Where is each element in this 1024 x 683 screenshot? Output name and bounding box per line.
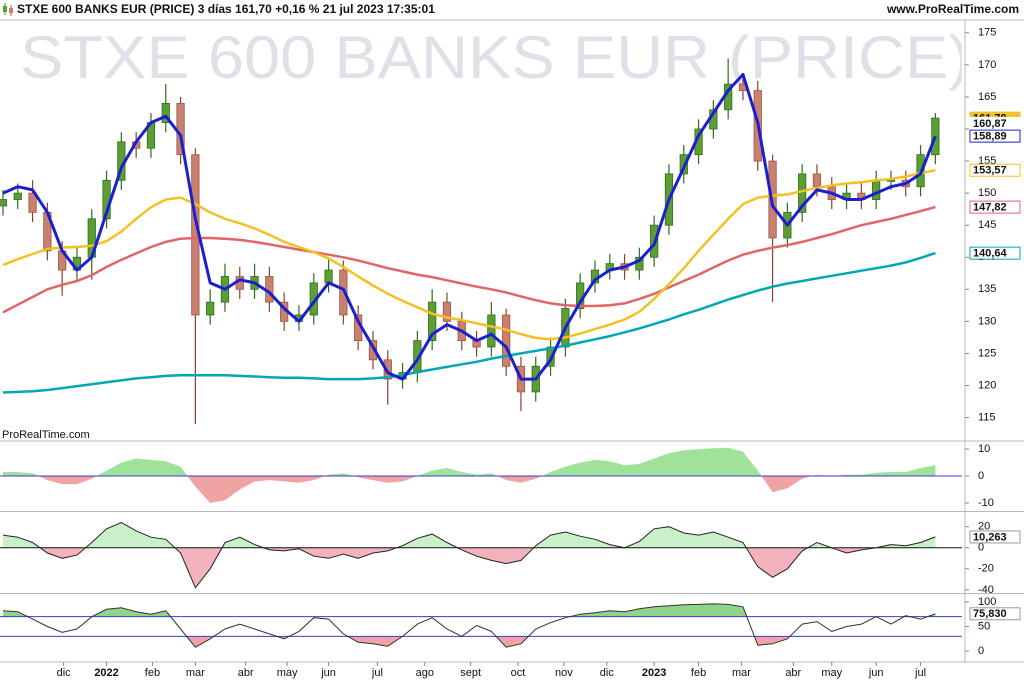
candle-body	[812, 173, 822, 188]
oscillator-area-above	[3, 447, 936, 477]
y-tick-label: 0	[978, 470, 984, 482]
value-label: 10,263	[973, 531, 1007, 543]
candle-body	[487, 314, 496, 348]
value-label-box	[969, 246, 1021, 260]
y-tick-label: 115	[978, 411, 996, 423]
y-tick-label: 20	[978, 521, 990, 533]
y-tick-label: 135	[978, 283, 996, 295]
x-tick-label: mar	[186, 667, 205, 679]
x-tick-label: feb	[145, 667, 160, 679]
app-icon	[3, 3, 13, 16]
x-tick-label: abr	[785, 667, 801, 679]
candle-body	[383, 359, 392, 380]
oscillator-line	[2, 521, 936, 589]
plot-area	[0, 603, 962, 648]
oscillator-line	[2, 603, 936, 648]
y-tick-label: 120	[978, 379, 996, 391]
x-tick-label: jul	[371, 667, 383, 679]
candle-body	[324, 269, 333, 284]
panel: -10 0 10	[0, 443, 994, 509]
candle-body	[13, 192, 22, 200]
x-tick-label: dic	[600, 667, 615, 679]
value-label: 158,89	[973, 131, 1007, 143]
y-tick-label: 145	[978, 219, 996, 231]
x-tick-label: jun	[868, 667, 884, 679]
x-tick-label: feb	[691, 667, 706, 679]
x-tick-label: may	[277, 667, 298, 679]
x-tick-label: jun	[320, 667, 336, 679]
y-tick-label: 130	[978, 315, 996, 327]
value-label-box	[969, 129, 1021, 143]
value-label-box	[969, 200, 1021, 214]
y-tick-label: 0	[978, 645, 984, 657]
x-tick-label: oct	[511, 667, 526, 679]
oscillator-area-below	[38, 476, 813, 503]
value-label: 140,64	[973, 248, 1008, 260]
value-label-box	[969, 116, 1021, 130]
y-tick-label: 50	[978, 620, 990, 632]
source-label: ProRealTime.com	[2, 429, 90, 441]
candle-body	[0, 199, 8, 207]
candle-body	[368, 340, 378, 361]
value-label-box	[969, 607, 1021, 621]
candle-body	[428, 301, 437, 342]
x-tick-label: mar	[732, 667, 751, 679]
x-tick-label: jul	[914, 667, 926, 679]
x-tick-label: abr	[238, 667, 254, 679]
candle-body	[872, 179, 881, 200]
oscillator-area-below	[40, 547, 877, 588]
oscillator-area-above	[3, 522, 936, 548]
value-label: 153,57	[973, 165, 1007, 177]
candle-body	[28, 192, 37, 213]
plot-area	[0, 521, 962, 589]
x-tick-label: 2022	[94, 667, 118, 679]
oscillator-area-above	[3, 603, 936, 617]
header-title: STXE 600 BANKS EUR (PRICE) 3 días 161,70…	[17, 2, 435, 16]
y-tick-label: -10	[978, 497, 994, 509]
icon-body	[3, 6, 7, 12]
x-tick-label: may	[821, 667, 842, 679]
panel: STXE 600 BANKS EUR (PRICE) 115 120 125 130 13…	[0, 24, 1021, 441]
value-label: 147,82	[973, 202, 1007, 214]
moving-average-line	[2, 205, 936, 314]
plot-area: STXE 600 BANKS EUR (PRICE)	[0, 24, 970, 424]
x-tick-label: sept	[460, 667, 481, 679]
value-label: 75,830	[973, 608, 1007, 620]
y-tick-label: 125	[978, 347, 996, 359]
watermark: STXE 600 BANKS EUR (PRICE)	[20, 24, 970, 91]
moving-average-line	[2, 73, 937, 381]
moving-average-line	[2, 168, 936, 341]
candle-body	[442, 301, 452, 322]
value-label-box	[969, 530, 1021, 544]
y-tick-label: 10	[978, 443, 990, 455]
y-tick-label: -40	[978, 584, 994, 596]
candle-body	[161, 102, 170, 123]
candle-body	[886, 179, 896, 182]
y-tick-label: 150	[978, 187, 996, 199]
value-label-box	[969, 163, 1021, 177]
value-label: 160,87	[973, 118, 1007, 130]
y-tick-label: 165	[978, 91, 996, 103]
plot-area	[0, 447, 962, 503]
y-tick-label: -20	[978, 563, 994, 575]
x-tick-label: nov	[555, 667, 573, 679]
header-site[interactable]: www.ProRealTime.com	[886, 2, 1019, 16]
icon-body	[9, 8, 13, 13]
y-tick-label: 175	[978, 27, 996, 39]
x-tick-label: 2023	[642, 667, 666, 679]
candle-body	[206, 301, 215, 316]
panel: 0 50 100 dic 2022 feb mar abr may jun jul ago sept oc…	[0, 596, 1021, 679]
x-tick-label: ago	[416, 667, 434, 679]
y-tick-label: 100	[978, 596, 996, 608]
y-tick-label: 170	[978, 59, 996, 71]
moving-average-line	[2, 251, 936, 394]
y-tick-label: 0	[978, 542, 984, 554]
x-tick-label: dic	[57, 667, 72, 679]
candle-body	[502, 314, 511, 367]
